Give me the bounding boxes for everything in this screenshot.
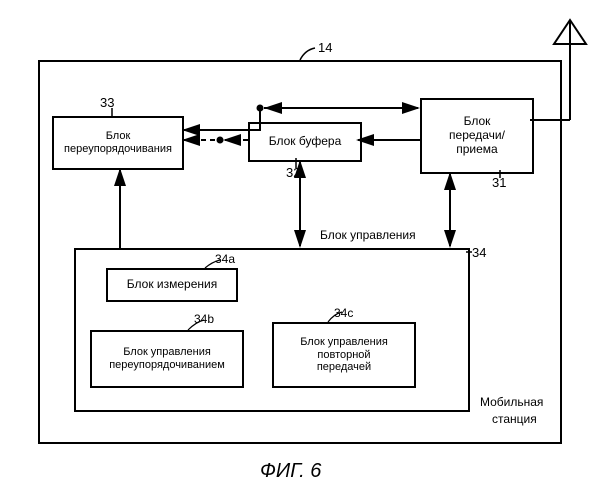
leader-34b — [188, 320, 204, 330]
node-dashed — [217, 137, 224, 144]
leader-34a — [205, 260, 220, 268]
leader-14 — [300, 48, 315, 60]
arrow-top-to-reorder — [184, 108, 260, 130]
diagram-stage: Блок переупорядочивания Блок буфера Блок… — [0, 0, 599, 500]
leader-34c — [328, 312, 342, 322]
overlay-svg — [0, 0, 599, 500]
antenna-icon — [554, 20, 586, 120]
